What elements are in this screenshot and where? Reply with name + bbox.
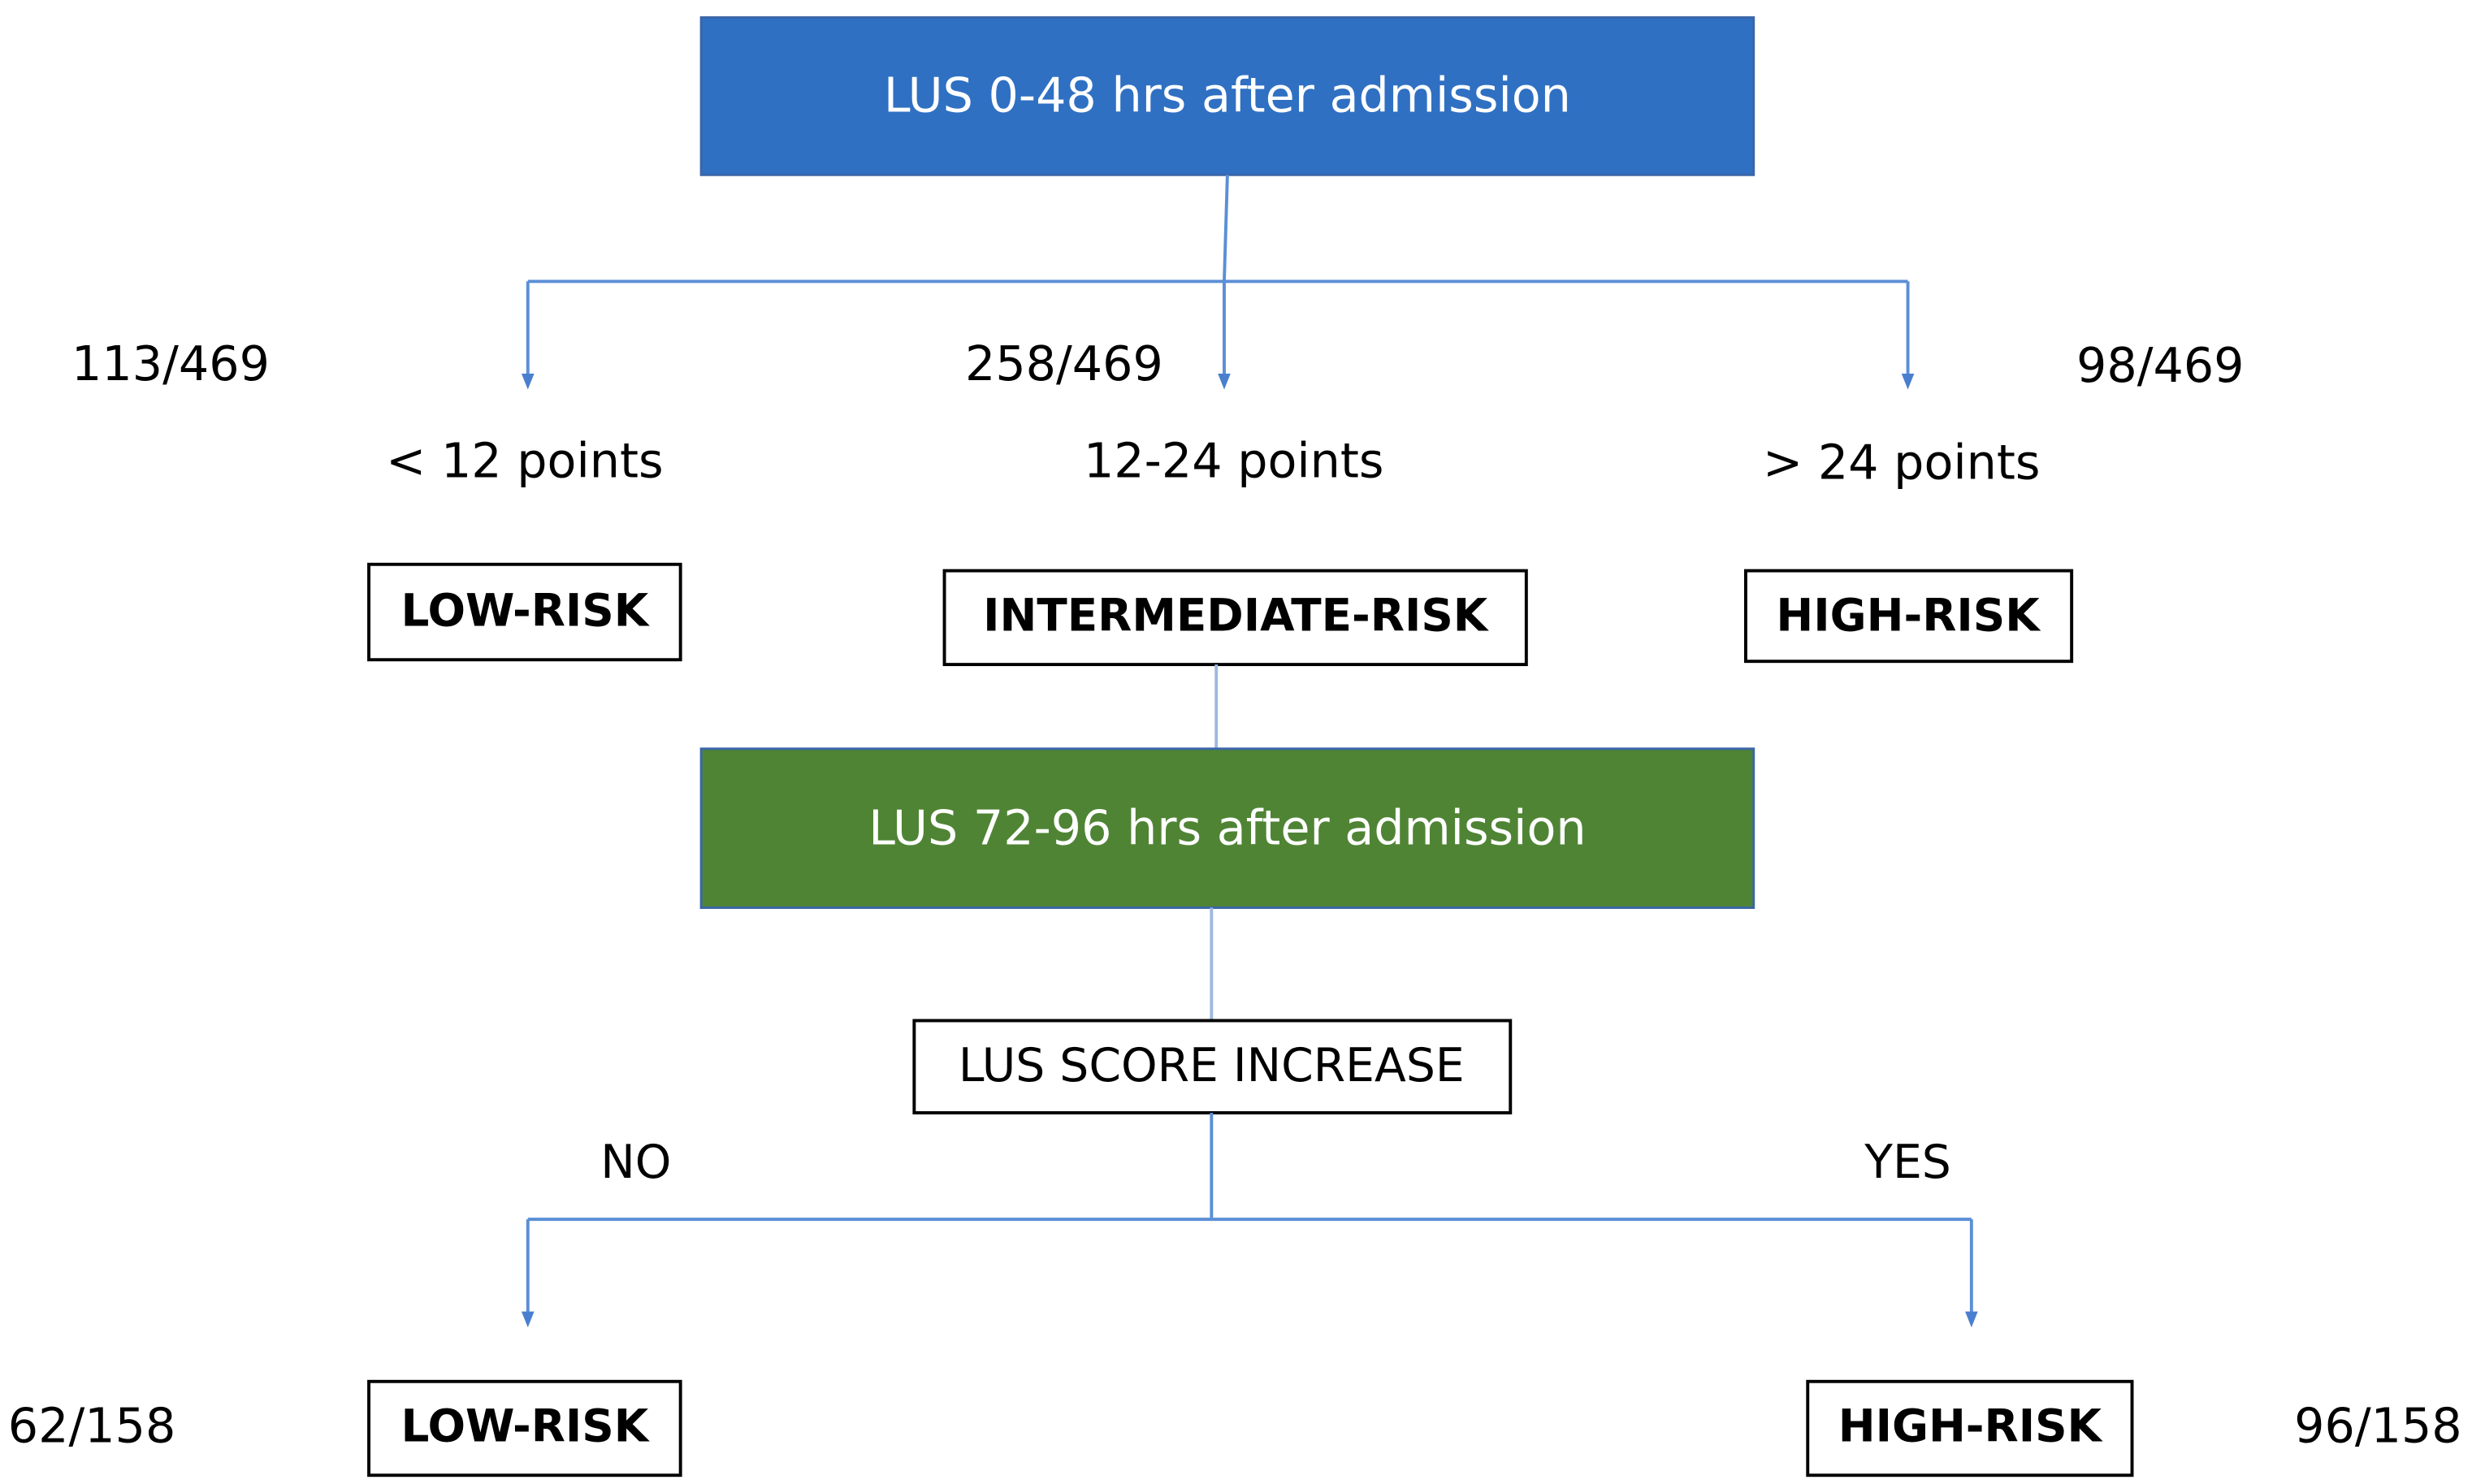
branch-count: 96/158 [2294, 1399, 2462, 1454]
risk-label: INTERMEDIATE-RISK [983, 589, 1490, 641]
risk-label: LOW-RISK [401, 1400, 651, 1452]
risk-box [942, 569, 1528, 667]
connector [527, 175, 1908, 283]
risk-box [367, 562, 682, 662]
branch-count: 113/469 [71, 336, 270, 392]
first-assessment-label: LUS 0-48 hrs after admission [884, 67, 1571, 123]
risk-box [1743, 569, 2074, 664]
risk-label: HIGH-RISK [1838, 1400, 2104, 1452]
branch-count: 98/469 [2076, 338, 2245, 393]
answer-label: YES [1864, 1136, 1951, 1189]
branch-points: < 12 points [386, 434, 663, 489]
branch-count: 62/158 [8, 1399, 176, 1454]
branch-count: 258/469 [965, 336, 1163, 392]
risk-box [1806, 1379, 2134, 1478]
risk-label: HIGH-RISK [1776, 589, 2041, 641]
second-assessment-box [699, 747, 1756, 910]
connector [527, 1113, 1972, 1222]
answer-label: NO [600, 1136, 671, 1189]
risk-label: LOW-RISK [401, 585, 651, 637]
decision-box [912, 1019, 1513, 1114]
branch-points: 12-24 points [1084, 434, 1384, 489]
first-assessment-box [699, 16, 1756, 176]
branch-points: > 24 points [1763, 435, 2040, 491]
second-assessment-label: LUS 72-96 hrs after admission [868, 801, 1586, 856]
risk-box [367, 1379, 682, 1478]
decision-label: LUS SCORE INCREASE [959, 1039, 1465, 1092]
